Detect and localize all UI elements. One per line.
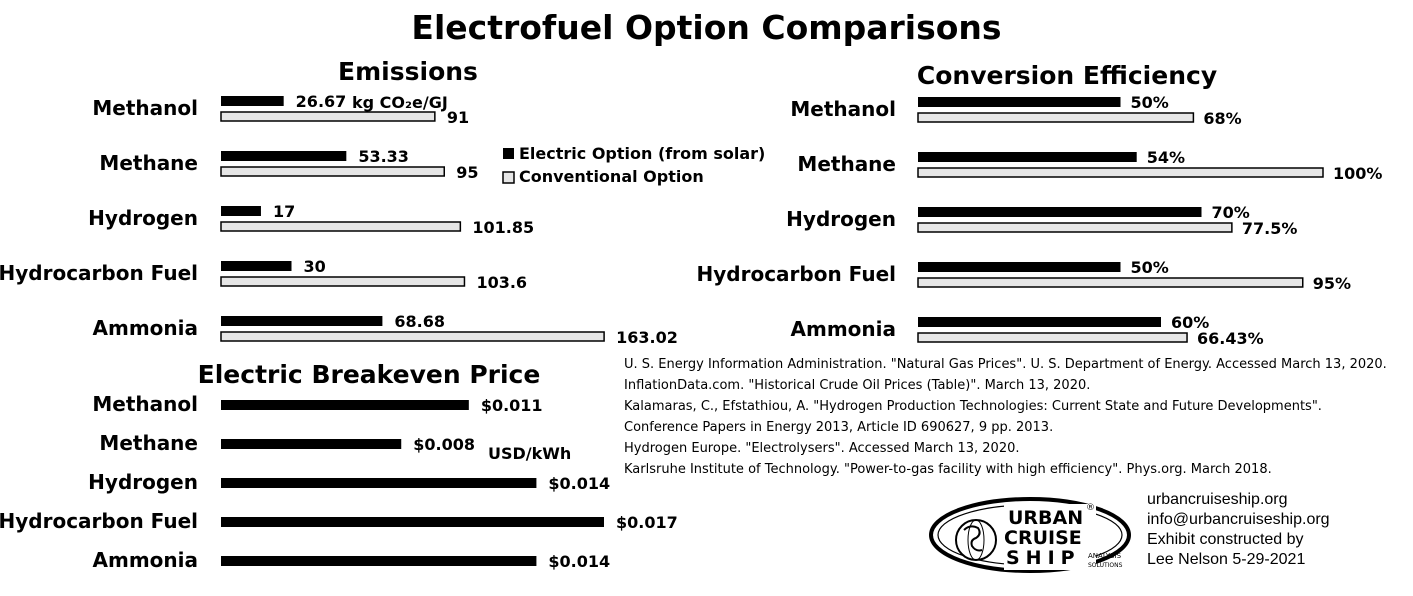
- efficiency-electric-bar: [918, 207, 1202, 217]
- breakeven-bar: [221, 400, 469, 410]
- efficiency-conventional-bar: [917, 112, 1195, 123]
- sources-list: U. S. Energy Information Administration.…: [624, 354, 1387, 480]
- emissions-electric-bar: [221, 261, 292, 271]
- efficiency-electric-value: 54%: [1147, 148, 1185, 167]
- emissions-conventional-value: 103.6: [476, 273, 527, 292]
- source-item: Karlsruhe Institute of Technology. "Powe…: [624, 462, 1272, 477]
- emissions-electric-value: 17: [273, 202, 295, 221]
- breakeven-value: $0.017: [616, 513, 678, 532]
- legend-conventional-label: Conventional Option: [519, 167, 704, 186]
- source-item: Kalamaras, C., Efstathiou, A. "Hydrogen …: [624, 399, 1322, 414]
- emissions-electric-bar: [221, 316, 383, 326]
- emissions-conventional-bar: [220, 166, 445, 177]
- breakeven-category-label: Ammonia: [93, 548, 199, 572]
- emissions-category-label: Hydrogen: [88, 206, 198, 230]
- emissions-conventional-value: 95: [456, 163, 478, 182]
- efficiency-electric-value: 70%: [1212, 203, 1250, 222]
- contact-email: info@urbancruiseship.org: [1147, 511, 1330, 528]
- logo-text-urban: URBAN: [1008, 507, 1083, 529]
- breakeven-unit-label: USD/kWh: [488, 444, 571, 463]
- breakeven-category-label: Methanol: [92, 392, 198, 416]
- efficiency-conventional-value: 77.5%: [1242, 219, 1298, 238]
- emissions-category-label: Methanol: [92, 96, 198, 120]
- efficiency-category-label: Methanol: [790, 97, 896, 121]
- source-item: Hydrogen Europe. "Electrolysers". Access…: [624, 441, 1020, 456]
- emissions-electric-bar: [221, 151, 347, 161]
- legend-electric-swatch: [503, 148, 514, 159]
- efficiency-category-label: Hydrogen: [786, 207, 896, 231]
- efficiency-conventional-bar: [917, 167, 1324, 178]
- emissions-category-label: Methane: [99, 151, 198, 175]
- efficiency-conventional-bar: [917, 222, 1233, 233]
- emissions-conventional-bar: [220, 331, 605, 342]
- emissions-title: Emissions: [338, 57, 478, 86]
- efficiency-electric-bar: [918, 317, 1161, 327]
- emissions-unit-label: kg CO₂e/GJ: [352, 93, 448, 112]
- registered-mark: ®: [1086, 503, 1095, 513]
- source-item: U. S. Energy Information Administration.…: [624, 357, 1387, 372]
- emissions-conventional-bar: [220, 221, 462, 232]
- logo-tag-analysis: ANALYSIS: [1088, 552, 1122, 560]
- breakeven-value: $0.008: [413, 435, 475, 454]
- emissions-conventional-bar: [220, 276, 466, 287]
- emissions-category-label: Ammonia: [93, 316, 199, 340]
- efficiency-electric-bar: [918, 97, 1121, 107]
- contact-website: urbancruiseship.org: [1147, 491, 1288, 508]
- efficiency-electric-value: 50%: [1131, 258, 1169, 277]
- emissions-electric-value: 68.68: [394, 312, 445, 331]
- efficiency-title: Conversion Efficiency: [917, 61, 1217, 90]
- breakeven-value: $0.014: [548, 474, 610, 493]
- page-title: Electrofuel Option Comparisons: [411, 8, 1002, 47]
- logo-text-ship: SHIP: [1006, 547, 1081, 569]
- efficiency-conventional-value: 95%: [1313, 274, 1351, 293]
- breakeven-bar: [221, 478, 537, 488]
- efficiency-conventional-bar: [917, 277, 1304, 288]
- emissions-electric-bar: [221, 206, 261, 216]
- emissions-electric-bar: [221, 96, 284, 106]
- source-item: Conference Papers in Energy 2013, Articl…: [624, 420, 1054, 435]
- efficiency-electric-value: 60%: [1171, 313, 1209, 332]
- breakeven-bar: [221, 439, 402, 449]
- breakeven-bar: [221, 556, 537, 566]
- logo-text-cruise: CRUISE: [1004, 527, 1082, 549]
- source-item: InflationData.com. "Historical Crude Oil…: [624, 378, 1091, 393]
- breakeven-category-label: Methane: [99, 431, 198, 455]
- emissions-conventional-value: 101.85: [472, 218, 534, 237]
- breakeven-title: Electric Breakeven Price: [198, 360, 541, 389]
- efficiency-electric-bar: [918, 152, 1137, 162]
- efficiency-conventional-value: 100%: [1333, 164, 1382, 183]
- emissions-conventional-value: 163.02: [616, 328, 678, 347]
- breakeven-category-label: Hydrogen: [88, 470, 198, 494]
- breakeven-category-label: Hydrocarbon Fuel: [0, 509, 198, 533]
- contact-block: urbancruiseship.org info@urbancruiseship…: [1147, 490, 1330, 570]
- legend-conventional-swatch: [502, 171, 515, 184]
- efficiency-electric-bar: [918, 262, 1121, 272]
- efficiency-electric-value: 50%: [1131, 93, 1169, 112]
- legend-electric-label: Electric Option (from solar): [519, 144, 765, 163]
- breakeven-value: $0.014: [548, 552, 610, 571]
- efficiency-category-label: Methane: [797, 152, 896, 176]
- emissions-conventional-value: 91: [447, 108, 469, 127]
- emissions-electric-value: 53.33: [358, 147, 409, 166]
- breakeven-value: $0.011: [481, 396, 543, 415]
- efficiency-category-label: Hydrocarbon Fuel: [697, 262, 897, 286]
- breakeven-bar: [221, 517, 604, 527]
- efficiency-conventional-bar: [917, 332, 1188, 343]
- efficiency-conventional-value: 68%: [1203, 109, 1241, 128]
- globe-icon: [955, 519, 997, 561]
- emissions-electric-value: 26.67: [296, 92, 347, 111]
- efficiency-category-label: Ammonia: [791, 317, 897, 341]
- emissions-category-label: Hydrocarbon Fuel: [0, 261, 198, 285]
- urban-cruise-ship-logo: URBAN CRUISE SHIP ® ANALYSIS SOLUTIONS: [929, 497, 1131, 573]
- emissions-conventional-bar: [220, 111, 436, 122]
- contact-credit: Exhibit constructed by: [1147, 531, 1304, 548]
- logo-tag-solutions: SOLUTIONS: [1088, 562, 1123, 569]
- contact-author-date: Lee Nelson 5-29-2021: [1147, 551, 1306, 568]
- efficiency-conventional-value: 66.43%: [1197, 329, 1264, 348]
- emissions-electric-value: 30: [304, 257, 326, 276]
